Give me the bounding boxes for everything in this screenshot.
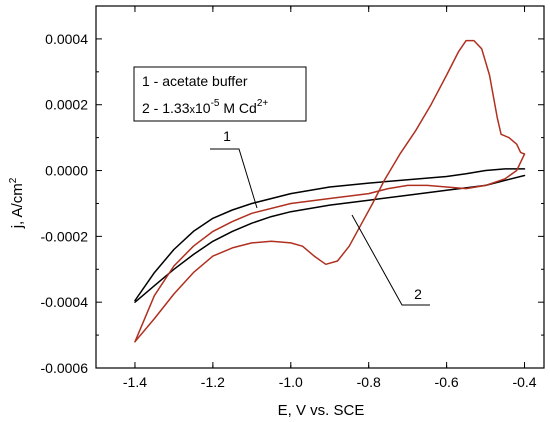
x-axis-label: E, V vs. SCE bbox=[278, 402, 365, 419]
legend-entry-2-base: 10 bbox=[195, 100, 211, 116]
annotation-2-leader bbox=[351, 214, 430, 306]
y-tick-label: 0.0002 bbox=[45, 97, 88, 113]
y-axis-label-superscript: 2 bbox=[8, 177, 19, 183]
legend-entry-2-charge: 2+ bbox=[257, 98, 269, 109]
x-tick-label: -0.6 bbox=[435, 374, 459, 390]
y-tick-label: 0.0004 bbox=[45, 31, 88, 47]
legend-entry-2: 2 - 1.33x10-5 M Cd2+ bbox=[142, 98, 268, 116]
x-tick-labels: -1.4 -1.2 -1.0 -0.8 -0.6 -0.4 bbox=[123, 374, 537, 390]
y-tick-label: -0.0004 bbox=[41, 294, 89, 310]
annotation-2: 2 bbox=[351, 214, 430, 306]
y-tick-label: -0.0002 bbox=[41, 228, 89, 244]
x-tick-label: -1.0 bbox=[279, 374, 303, 390]
series-lines bbox=[134, 39, 526, 343]
y-tick-label: -0.0006 bbox=[41, 360, 89, 376]
annotation-2-label: 2 bbox=[414, 286, 422, 302]
y-axis-label: j, A/cm2 bbox=[8, 177, 26, 229]
x-tick-label: -1.2 bbox=[201, 374, 225, 390]
annotation-1-leader bbox=[210, 148, 258, 209]
legend-entry-2-mult: x bbox=[189, 104, 195, 116]
annotation-1: 1 bbox=[210, 128, 258, 209]
legend-box bbox=[133, 66, 307, 122]
legend: 1 - acetate buffer 2 - 1.33x10-5 M Cd2+ bbox=[133, 66, 307, 122]
x-tick-label: -0.8 bbox=[357, 374, 381, 390]
plot-frame bbox=[95, 5, 545, 369]
series-2-forward-scan-line bbox=[134, 39, 526, 343]
series-1-forward-scan-line bbox=[134, 174, 526, 303]
legend-entry-1: 1 - acetate buffer bbox=[142, 73, 248, 89]
x-tick-label: -1.4 bbox=[123, 374, 147, 390]
series-2-reverse-scan-line bbox=[134, 153, 526, 343]
legend-entry-2-exp: -5 bbox=[211, 98, 220, 109]
series-1-reverse-scan-line bbox=[134, 168, 526, 302]
y-tick-label: 0.0000 bbox=[45, 163, 88, 179]
legend-entry-2-tail: M Cd bbox=[219, 100, 256, 116]
annotation-1-label: 1 bbox=[223, 128, 231, 144]
y-tick-labels: -0.0006 -0.0004 -0.0002 0.0000 0.0002 0.0004 bbox=[41, 31, 89, 376]
x-tick-label: -0.4 bbox=[512, 374, 536, 390]
